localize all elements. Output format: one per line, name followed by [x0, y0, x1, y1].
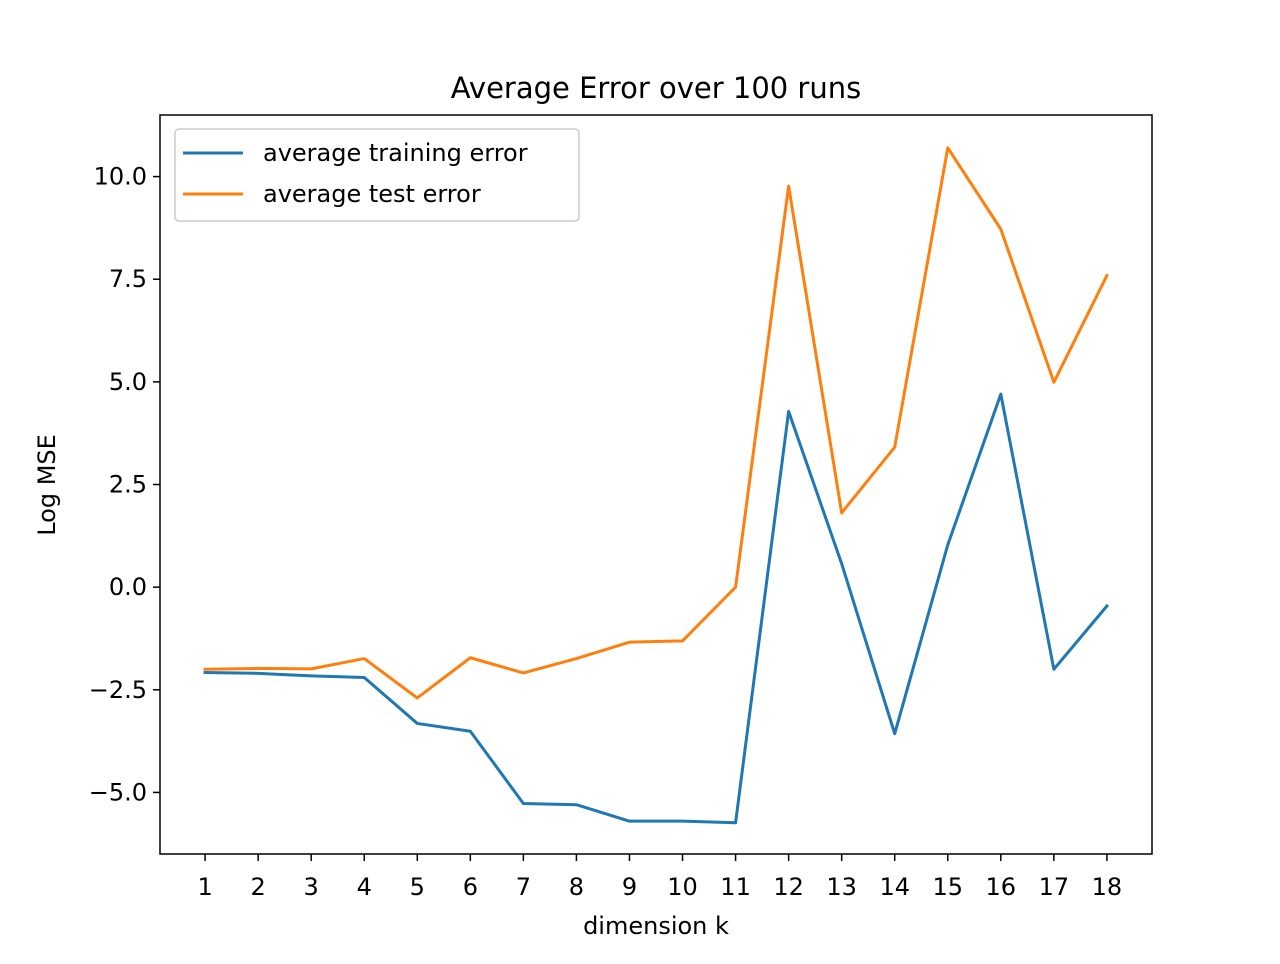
y-tick-label: 5.0: [109, 368, 147, 396]
y-tick-label: 2.5: [109, 471, 147, 499]
x-tick-label: 15: [932, 873, 963, 901]
chart-title: Average Error over 100 runs: [451, 71, 861, 105]
x-tick-label: 11: [720, 873, 751, 901]
x-tick-label: 5: [410, 873, 425, 901]
series-line-test: [203, 146, 1109, 700]
y-tick-label: −5.0: [89, 778, 147, 806]
x-tick-label: 12: [773, 873, 804, 901]
x-axis-label: dimension k: [583, 912, 729, 940]
x-tick-label: 4: [357, 873, 372, 901]
x-tick-label: 2: [250, 873, 265, 901]
x-tick-label: 16: [986, 873, 1017, 901]
x-tick-label: 14: [879, 873, 910, 901]
x-tick-label: 7: [516, 873, 531, 901]
legend-frame: [174, 128, 580, 222]
y-tick-label: −2.5: [89, 676, 147, 704]
x-tick-label: 18: [1092, 873, 1123, 901]
x-tick-label: 3: [304, 873, 319, 901]
legend-label-training: average training error: [263, 139, 528, 167]
plot-area: 1 2 3 4 5 6 7 8 9 10 11 12 13 14 15 16 17 18−5.0−2.50.02.…: [89, 114, 1153, 901]
x-tick-label: 17: [1039, 873, 1070, 901]
x-tick-label: 9: [622, 873, 637, 901]
series-line-training: [203, 392, 1110, 825]
y-tick-label: 7.5: [109, 265, 147, 293]
y-axis-label: Log MSE: [33, 434, 61, 536]
x-tick-label: 13: [826, 873, 857, 901]
axes-frame: [159, 114, 1153, 855]
x-tick-label: 10: [667, 873, 698, 901]
y-tick-label: 0.0: [109, 573, 147, 601]
y-tick-label: 10.0: [94, 163, 147, 191]
x-tick-label: 6: [463, 873, 478, 901]
legend-label-test: average test error: [263, 180, 481, 208]
x-tick-label: 8: [569, 873, 584, 901]
legend: average training error average test erro…: [174, 128, 580, 222]
x-tick-label: 1: [197, 873, 212, 901]
